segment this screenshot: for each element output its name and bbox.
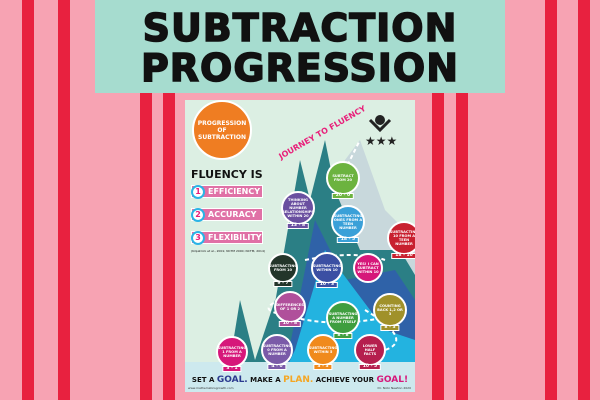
progression-node: THINKING ABOUT NUMBER RELATIONSHIPS WITH…: [281, 191, 315, 229]
fact-badge: 20 - 0: [331, 193, 355, 199]
progression-node: SUBTRACTING WITHIN 10 10 - 3: [311, 252, 343, 288]
node-label: SUBTRACTING FROM 10: [268, 264, 298, 272]
fact-text: 9 - 7: [274, 281, 292, 286]
title-banner: SUBTRACTION PROGRESSION: [95, 0, 505, 93]
fluency-item: 2 ACCURACY: [191, 208, 263, 222]
progression-node: COUNTING BACK 1,2 OR 3 8 - 3: [373, 293, 407, 331]
progression-node: SUBTRACTING FROM 10 9 - 7: [268, 253, 298, 287]
fact-text: 18 - 10: [392, 253, 415, 258]
heading-circle: PROGRESSION OF SUBTRACTION: [192, 100, 252, 160]
fact-text: 10 - 8: [279, 321, 301, 326]
node-label: SUBTRACTING 10 FROM A TEEN NUMBER: [389, 230, 415, 246]
number-badge: 3: [191, 231, 205, 245]
slogan-text: MAKE A: [247, 376, 284, 384]
number-badge: 1: [191, 185, 205, 199]
fact-badge: 10 - 8: [278, 321, 302, 327]
citation: (Kilpatrick et al., 2001; NCTM 2000; NCT…: [191, 249, 266, 253]
fact-text: 4 - 0: [268, 364, 286, 369]
stripe: [22, 0, 34, 400]
progression-node: SUBTRACTING 10 FROM A TEEN NUMBER 18 - 10: [387, 221, 415, 259]
stripe: [545, 0, 557, 400]
progression-node: LOWER HALF FACTS 10 - 5: [354, 334, 386, 370]
fact-badge: 8 - 8: [333, 333, 353, 339]
node-label: THINKING ABOUT NUMBER RELATIONSHIPS WITH…: [281, 198, 315, 218]
slogan-plan: PLAN.: [283, 375, 314, 385]
progression-node: SUBTRACTING A NUMBER FROM ITSELF 8 - 8: [326, 301, 360, 339]
fluency-label: ACCURACY: [208, 210, 257, 219]
node-label: SUBTRACTING WITHIN 10: [312, 264, 342, 272]
page-title: SUBTRACTION PROGRESSION: [95, 0, 505, 90]
footer-slogan: SET A GOAL. MAKE A PLAN. ACHIEVE YOUR GO…: [185, 375, 415, 385]
stripe: [163, 0, 175, 400]
fluency-title: FLUENCY IS: [191, 168, 263, 181]
fluency-item: 1 EFFICIENCY: [191, 185, 263, 199]
author: Dr. Nicki Newton 2020: [377, 386, 411, 390]
node-label: SUBTRACTING 1 FROM A NUMBER: [217, 346, 247, 358]
fact-text: 8 - 3: [381, 325, 399, 330]
fact-badge: 10 - 3: [315, 282, 339, 288]
node-label: SUBTRACTING WITHIN 5: [308, 346, 338, 354]
fluency-label: FLEXIBILITY: [208, 233, 262, 242]
fact-badge: 18 - 5: [336, 237, 360, 243]
node-label: LOWER HALF FACTS: [362, 344, 378, 356]
fact-text: 10 - 3: [316, 282, 338, 287]
progression-node: DIFFERENCES OF 1 OR 2 10 - 8: [274, 291, 306, 327]
fact-badge: 13 - 8: [286, 223, 310, 229]
node-label: SUBTRACTING A NUMBER FROM ITSELF: [328, 312, 358, 324]
fact-badge: 8 - 3: [380, 325, 400, 331]
fact-badge: 3 - 3: [313, 364, 333, 370]
fact-text: 20 - 0: [332, 193, 354, 198]
stripe: [140, 0, 152, 400]
fact-text: 8 - 8: [334, 333, 352, 338]
progression-node: SUBTRACT FROM 20 20 - 0: [326, 161, 360, 199]
slogan-text: SET A: [191, 376, 217, 384]
fact-badge: 9 - 7: [273, 281, 293, 287]
fact-text: 10 - 5: [359, 364, 381, 369]
fact-text: 3 - 1: [223, 366, 241, 371]
fact-text: 3 - 3: [314, 364, 332, 369]
svg-text:★★★: ★★★: [365, 134, 397, 148]
node-label: SUBTRACT FROM 20: [332, 174, 354, 182]
progression-node: YES! I CAN SUBTRACT WITHIN 10: [353, 253, 383, 283]
stripe: [456, 0, 468, 400]
fact-badge: 10 - 5: [358, 364, 382, 370]
website: www.mathematicsgrowth.com: [188, 386, 234, 390]
stripe: [432, 0, 444, 400]
node-label: COUNTING BACK 1,2 OR 3: [377, 304, 403, 316]
progression-node: SUBTRACTING 1 FROM A NUMBER 3 - 1: [216, 336, 248, 372]
slogan-goal: GOAL.: [216, 375, 248, 385]
title-line1: SUBTRACTION: [142, 6, 458, 50]
node-label: YES! I CAN SUBTRACT WITHIN 10: [357, 262, 379, 274]
node-label: SUBTRACTING ONES FROM A TEEN NUMBER: [333, 214, 363, 230]
stripe: [578, 0, 590, 400]
slogan-goal: GOAL!: [376, 375, 409, 385]
number-badge: 2: [191, 208, 205, 222]
progression-node: SUBTRACTING ONES FROM A TEEN NUMBER 18 - …: [331, 205, 365, 243]
node-label: SUBTRACTING 0 FROM A NUMBER: [262, 344, 292, 356]
poster: ★★★ PROGRESSION OF SUBTRACTION JOURNEY T…: [185, 100, 415, 392]
fact-badge: 3 - 1: [222, 366, 242, 372]
progression-node: SUBTRACTING WITHIN 5 3 - 3: [307, 334, 339, 370]
node-label: DIFFERENCES OF 1 OR 2: [276, 303, 304, 311]
person-icon: [375, 115, 385, 125]
fact-text: 13 - 8: [287, 223, 309, 228]
stripe: [58, 0, 70, 400]
fact-badge: 4 - 0: [267, 364, 287, 370]
progression-node: SUBTRACTING 0 FROM A NUMBER 4 - 0: [261, 334, 293, 370]
title-line2: PROGRESSION: [140, 46, 460, 90]
fluency-item: 3 FLEXIBILITY: [191, 231, 263, 245]
slogan-text: ACHIEVE YOUR: [313, 376, 377, 384]
fact-text: 18 - 5: [337, 237, 359, 242]
fluency-label: EFFICIENCY: [208, 187, 261, 196]
fact-badge: 18 - 10: [391, 253, 415, 259]
